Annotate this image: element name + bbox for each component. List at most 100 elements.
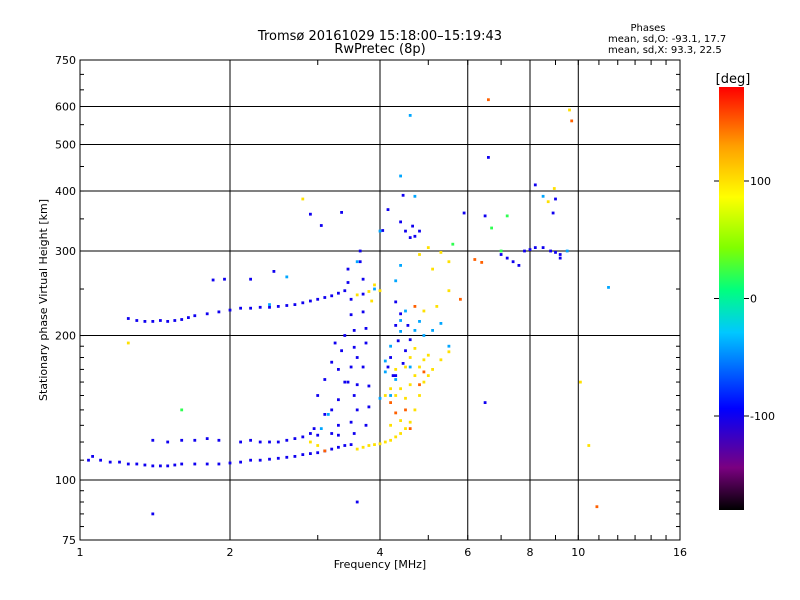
- data-point: [426, 353, 430, 357]
- data-point: [258, 305, 262, 309]
- data-point: [546, 200, 550, 204]
- data-point: [166, 440, 170, 444]
- data-point: [343, 444, 347, 447]
- data-point: [389, 438, 392, 442]
- data-point: [408, 114, 412, 117]
- data-point: [193, 462, 197, 466]
- x-tick-label: 1: [77, 546, 84, 559]
- data-point: [126, 317, 130, 320]
- data-point: [319, 427, 323, 430]
- data-point: [249, 277, 252, 281]
- data-point: [316, 451, 320, 455]
- data-point: [533, 246, 537, 249]
- data-point: [418, 365, 421, 369]
- data-point: [394, 300, 398, 304]
- data-point: [205, 462, 209, 466]
- data-point: [408, 427, 412, 430]
- data-point: [431, 329, 434, 332]
- data-point: [517, 264, 521, 267]
- y-tick-label: 600: [55, 101, 76, 114]
- data-point: [293, 437, 297, 440]
- data-point: [378, 229, 382, 233]
- data-point: [346, 267, 350, 271]
- data-point: [249, 306, 252, 310]
- data-point: [143, 320, 147, 323]
- data-point: [367, 444, 371, 447]
- x-axis-label: Frequency [MHz]: [334, 558, 426, 571]
- data-point: [418, 253, 421, 256]
- data-point: [511, 260, 515, 264]
- data-point: [422, 370, 426, 374]
- data-point: [422, 358, 426, 362]
- data-point: [205, 312, 209, 316]
- data-point: [367, 290, 371, 293]
- data-point: [413, 329, 417, 332]
- data-point: [316, 297, 320, 301]
- phase-x-stats: mean, sd,X: 93.3, 22.5: [608, 45, 722, 56]
- data-point: [570, 119, 574, 123]
- data-point: [505, 214, 509, 218]
- data-point: [340, 211, 343, 214]
- data-point: [558, 253, 562, 256]
- data-point: [276, 456, 280, 460]
- data-point: [383, 394, 387, 397]
- data-point: [337, 433, 340, 437]
- data-point: [399, 264, 402, 267]
- data-point: [330, 360, 334, 364]
- data-point: [383, 370, 387, 374]
- data-point: [258, 440, 262, 444]
- data-point: [180, 318, 184, 321]
- data-point: [346, 281, 350, 284]
- data-point: [349, 365, 353, 369]
- data-point: [309, 452, 312, 455]
- data-point: [401, 193, 405, 197]
- data-point: [352, 345, 356, 349]
- data-point: [285, 438, 289, 442]
- data-point: [358, 249, 362, 253]
- data-point: [166, 464, 170, 468]
- data-point: [330, 447, 334, 451]
- data-point: [408, 383, 412, 387]
- data-point: [394, 411, 398, 415]
- data-point: [135, 462, 139, 466]
- data-point: [346, 380, 350, 384]
- data-point: [413, 194, 417, 198]
- colorbar-tick-label: 0: [750, 293, 757, 306]
- data-point: [426, 246, 430, 249]
- data-point: [355, 383, 359, 387]
- data-point: [268, 457, 271, 461]
- data-point: [399, 220, 402, 224]
- data-point: [361, 310, 365, 314]
- data-point: [389, 356, 392, 359]
- data-point: [355, 356, 359, 359]
- data-point: [447, 350, 451, 354]
- data-point: [483, 401, 487, 404]
- data-point: [151, 512, 155, 516]
- data-point: [293, 455, 297, 458]
- data-point: [217, 438, 221, 442]
- colorbar-label: [deg]: [716, 72, 751, 87]
- data-point: [309, 212, 312, 216]
- data-points: [87, 98, 610, 516]
- data-point: [193, 438, 197, 442]
- data-point: [426, 374, 430, 377]
- data-point: [413, 374, 417, 377]
- data-point: [499, 249, 503, 253]
- data-point: [193, 314, 197, 318]
- x-tick-label: 8: [527, 546, 534, 559]
- data-point: [180, 408, 184, 412]
- data-point: [394, 374, 398, 377]
- data-point: [349, 420, 353, 424]
- data-point: [439, 322, 443, 325]
- data-point: [487, 156, 490, 159]
- data-point: [126, 462, 130, 466]
- data-point: [355, 408, 359, 412]
- data-point: [173, 463, 177, 467]
- data-point: [541, 194, 545, 198]
- data-point: [268, 303, 271, 306]
- data-point: [108, 460, 112, 464]
- data-point: [333, 341, 337, 345]
- data-point: [462, 211, 466, 215]
- x-tick-label: 16: [673, 546, 687, 559]
- data-point: [408, 420, 412, 424]
